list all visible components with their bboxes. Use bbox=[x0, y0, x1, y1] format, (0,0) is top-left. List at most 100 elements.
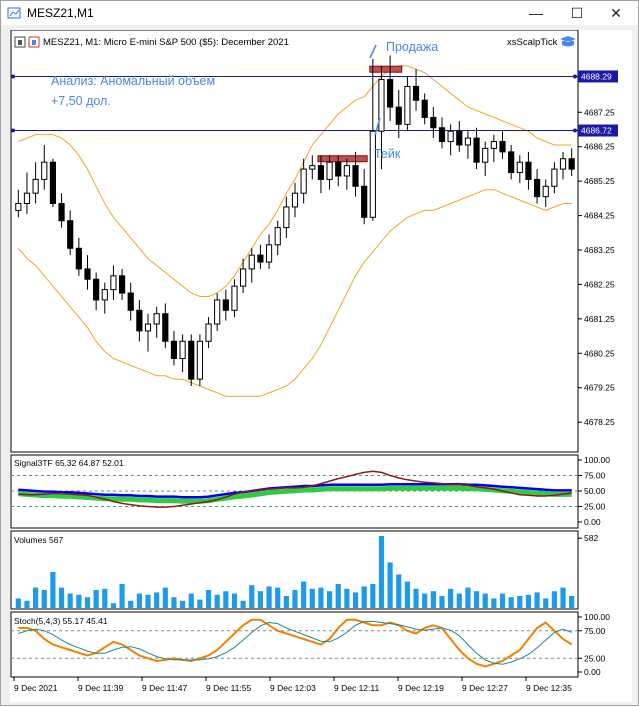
signal-tick-label: 100.00 bbox=[584, 455, 610, 465]
candle bbox=[387, 55, 394, 121]
bear-candle-body bbox=[395, 106, 402, 125]
volume-bar bbox=[102, 588, 108, 608]
volume-bar bbox=[162, 587, 168, 608]
bull-candle-body bbox=[248, 254, 255, 270]
candle bbox=[67, 210, 74, 256]
stoch-signal-line bbox=[18, 620, 572, 665]
signal-green-band bbox=[18, 485, 572, 504]
level-line-handle bbox=[11, 128, 15, 133]
time-tick-label: 9 Dec 12:19 bbox=[398, 683, 444, 693]
level-price-label: 4686.72 bbox=[581, 126, 612, 136]
bull-candle-body bbox=[101, 289, 108, 301]
candle bbox=[326, 155, 333, 190]
candle bbox=[49, 158, 57, 207]
candle bbox=[404, 76, 411, 132]
candle bbox=[542, 179, 549, 207]
candle bbox=[300, 158, 307, 204]
volume-bar bbox=[551, 591, 557, 608]
volume-bar bbox=[543, 598, 549, 608]
volume-bar bbox=[378, 536, 385, 608]
candle bbox=[144, 313, 152, 352]
candle bbox=[291, 182, 299, 218]
volume-cluster-marker bbox=[369, 65, 403, 73]
volume-bar bbox=[326, 591, 333, 608]
bull-candle-body bbox=[300, 168, 307, 194]
bull-candle-body bbox=[464, 137, 472, 146]
candle bbox=[23, 172, 31, 214]
maximize-button[interactable]: ☐ bbox=[570, 5, 584, 21]
bear-candle-body bbox=[430, 116, 437, 129]
candle bbox=[482, 141, 489, 176]
volume-bar bbox=[473, 591, 480, 608]
candle bbox=[343, 158, 350, 190]
bear-candle-body bbox=[456, 130, 463, 146]
volume-bar bbox=[145, 594, 151, 608]
volume-bar bbox=[361, 586, 367, 608]
candle bbox=[516, 155, 523, 183]
bull-candle-body bbox=[231, 285, 238, 311]
volume-bar bbox=[214, 594, 220, 608]
volume-bar bbox=[110, 603, 117, 608]
bear-candle-body bbox=[525, 161, 532, 180]
chart-area[interactable]: MESZ21, M1: Micro E-mini S&P 500 ($5): D… bbox=[10, 29, 632, 702]
candle bbox=[214, 293, 221, 331]
volume-bar bbox=[50, 572, 56, 608]
level-line-handle bbox=[573, 74, 577, 79]
volume-bar bbox=[188, 593, 194, 608]
close-button[interactable]: ✕ bbox=[610, 5, 622, 21]
volume-bar bbox=[309, 588, 315, 608]
candle bbox=[110, 265, 117, 300]
volume-label: Volumes 567 bbox=[14, 535, 63, 545]
candle bbox=[369, 58, 376, 221]
bull-candle-body bbox=[490, 141, 497, 149]
candle bbox=[41, 144, 48, 190]
bear-candle-body bbox=[222, 299, 229, 311]
candle bbox=[93, 272, 100, 311]
candle bbox=[127, 282, 134, 321]
bear-candle-body bbox=[84, 268, 91, 280]
graduation-cap-icon[interactable] bbox=[560, 36, 576, 47]
volume-bar bbox=[482, 593, 488, 608]
time-tick-label: 9 Dec 12:35 bbox=[526, 683, 572, 693]
take-label: Тейк bbox=[374, 147, 401, 161]
bull-candle-body bbox=[205, 323, 212, 342]
time-tick-label: 9 Dec 12:11 bbox=[334, 683, 379, 693]
volume-bar bbox=[396, 574, 402, 608]
candle bbox=[75, 237, 82, 276]
sell-pointer bbox=[369, 44, 377, 59]
volume-bar bbox=[430, 591, 436, 608]
volume-bar bbox=[180, 600, 186, 608]
stoch-tick-label: 0.00 bbox=[584, 667, 601, 677]
candle bbox=[490, 134, 497, 163]
volume-bar bbox=[292, 590, 298, 608]
level-price-box bbox=[578, 70, 618, 83]
volume-bar bbox=[266, 586, 272, 608]
candle bbox=[395, 89, 402, 139]
bull-candle-body bbox=[559, 158, 567, 170]
time-tick-label: 9 Dec 12:27 bbox=[462, 683, 508, 693]
bull-candle-body bbox=[144, 323, 152, 332]
candle bbox=[499, 131, 506, 159]
minimize-button[interactable]: — bbox=[529, 5, 543, 21]
bull-candle-body bbox=[516, 161, 523, 174]
volume-bar bbox=[76, 594, 82, 608]
stoch-layer: 100.00 75.00 25.00 0.00 bbox=[11, 612, 610, 677]
candle bbox=[240, 258, 247, 294]
bear-candle-body bbox=[49, 161, 57, 205]
bull-candle-body bbox=[153, 313, 160, 325]
bull-candle-body bbox=[343, 165, 350, 177]
volume-bar bbox=[24, 600, 30, 608]
candle bbox=[170, 330, 178, 366]
bull-candle-body bbox=[326, 161, 333, 180]
time-tick-label: 9 Dec 2021 bbox=[14, 683, 58, 693]
candle bbox=[84, 255, 91, 290]
bull-candle-body bbox=[542, 185, 549, 198]
candle bbox=[162, 303, 169, 349]
price-tick-label: 4678.25 bbox=[584, 417, 615, 427]
volume-cluster-marker bbox=[317, 155, 368, 163]
candle bbox=[412, 69, 420, 111]
candle bbox=[179, 334, 186, 373]
take-pointer bbox=[374, 117, 381, 136]
volume-bar bbox=[491, 598, 497, 608]
